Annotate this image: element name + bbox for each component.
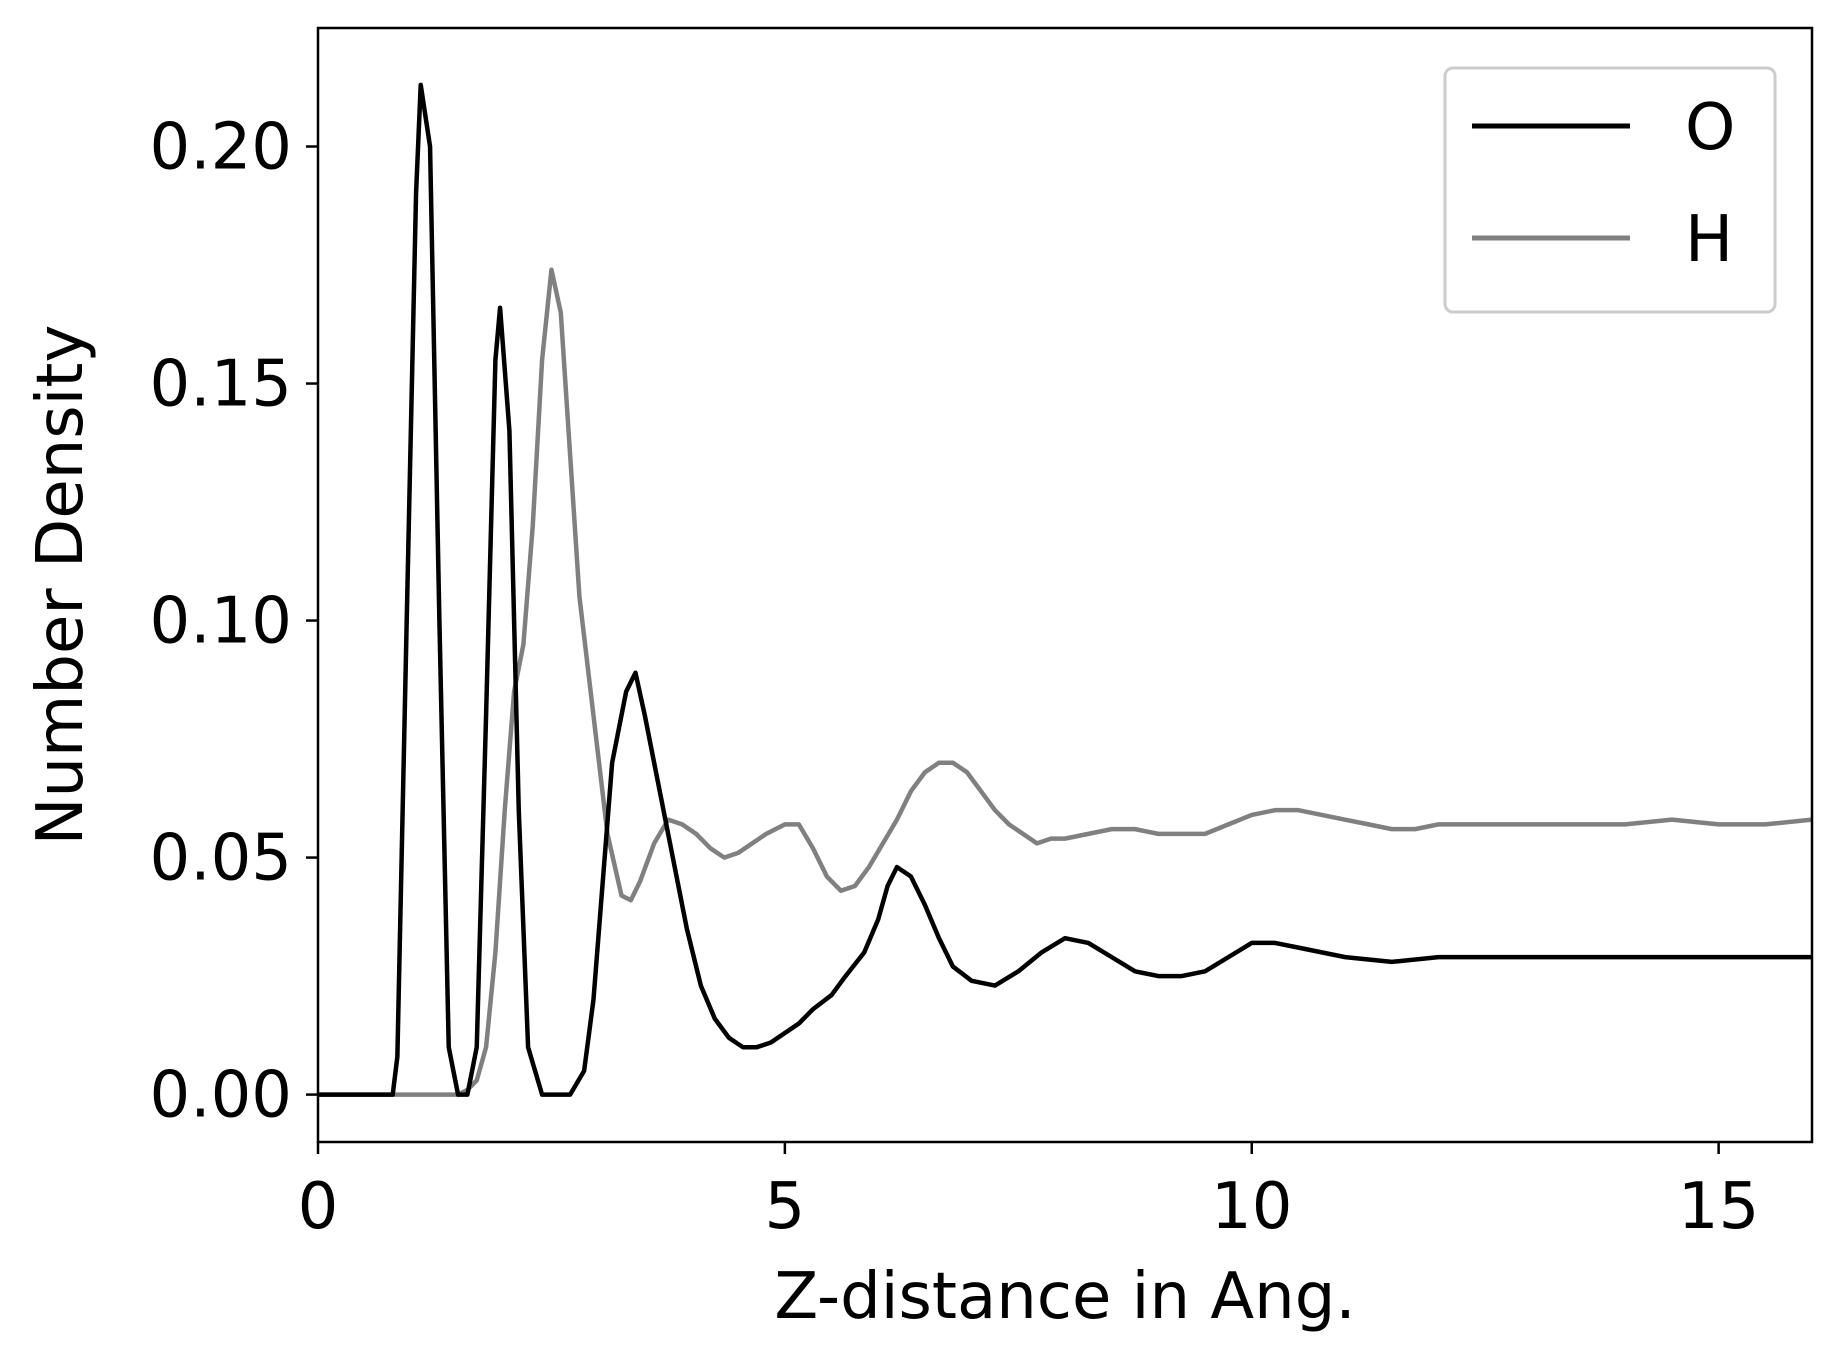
axes-layer [316, 26, 1814, 1144]
x-axis-title: Z-distance in Ang. [774, 1260, 1355, 1334]
y-tick-label: 0.05 [150, 822, 293, 896]
ticks-layer: 0 5 10 15 0.00 0.05 0.10 0.15 0.20 [150, 111, 1760, 1244]
series-line-o [318, 82, 1812, 1097]
y-tick-label: 0.10 [150, 585, 293, 659]
x-tick-label: 15 [1678, 1170, 1759, 1244]
legend: O H [1443, 66, 1777, 314]
legend-label-h: H [1685, 203, 1733, 277]
series-line-h [318, 267, 1812, 1097]
series-layer [318, 82, 1812, 1097]
x-tick-label: 10 [1211, 1170, 1292, 1244]
y-axis-title: Number Density [24, 325, 98, 846]
legend-box [1443, 66, 1777, 314]
y-tick-label: 0.20 [150, 111, 293, 185]
y-tick-label: 0.15 [150, 348, 293, 422]
legend-label-o: O [1685, 91, 1735, 165]
x-tick-label: 5 [765, 1170, 806, 1244]
x-tick-label: 0 [298, 1170, 339, 1244]
y-tick-label: 0.00 [150, 1059, 293, 1133]
plot-frame [316, 26, 1814, 1144]
